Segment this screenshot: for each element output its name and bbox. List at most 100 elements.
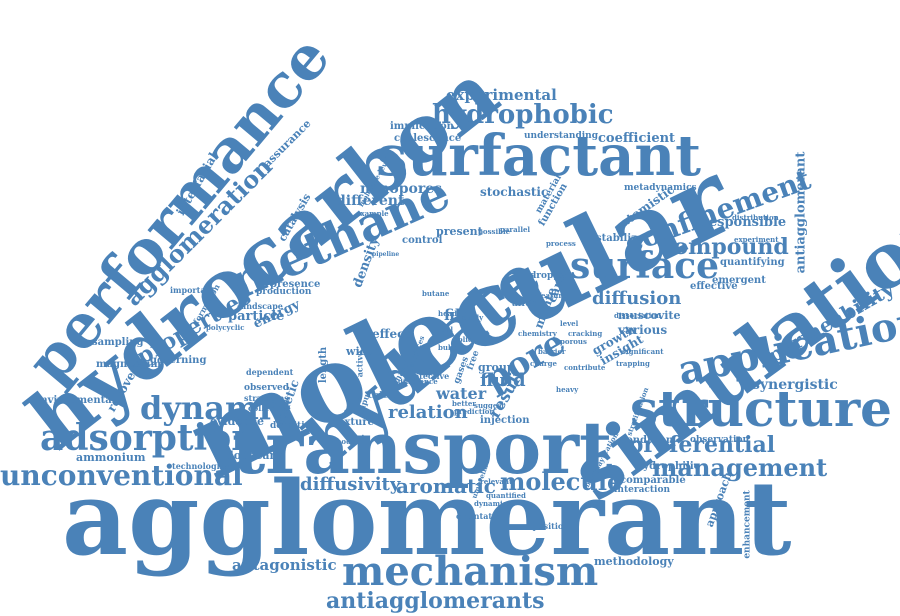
word: understanding	[524, 131, 598, 141]
word: different	[336, 193, 405, 209]
word: enhancement	[742, 490, 753, 559]
word: mechanism	[342, 548, 599, 595]
word: charge	[530, 359, 557, 368]
word: agglomerant	[62, 459, 792, 579]
word: experimental	[446, 86, 557, 104]
word: diffusion	[592, 288, 682, 309]
word: polycyclic	[206, 323, 245, 332]
word: protective	[404, 371, 450, 381]
word: management	[652, 453, 828, 482]
word: landscape	[238, 301, 283, 311]
word: prediction	[454, 407, 495, 416]
word: emergent	[712, 275, 766, 286]
word: film	[444, 306, 477, 324]
word: sampling	[92, 337, 144, 348]
word: chemistry	[518, 329, 557, 338]
word: contribute	[564, 363, 606, 372]
word: surfactant	[376, 123, 701, 189]
word: synergistic	[752, 377, 838, 393]
word: muscovite	[618, 309, 681, 322]
word: dependent	[246, 367, 294, 377]
word: possible	[478, 227, 511, 236]
word: composition	[514, 521, 570, 531]
word: relevant	[480, 477, 513, 486]
word: porous	[560, 337, 587, 346]
word: tail	[440, 325, 454, 334]
word: magnesium	[96, 359, 161, 370]
word: strategies	[244, 393, 289, 403]
word: nanopores	[360, 181, 443, 197]
word: level	[560, 319, 579, 328]
word: quantifying	[720, 257, 785, 268]
word: trapping	[616, 359, 650, 368]
word: suggest	[474, 401, 505, 410]
word: particle	[228, 309, 285, 324]
word: model	[334, 437, 359, 446]
word: comparable	[620, 475, 686, 486]
word: methodology	[594, 555, 674, 568]
word: group	[478, 361, 515, 374]
word: observation	[690, 435, 750, 445]
word: significant	[622, 347, 664, 356]
word: effective	[690, 281, 738, 292]
word: feature	[538, 291, 567, 300]
word: distribution	[732, 213, 779, 222]
word: head	[438, 309, 457, 318]
word: present	[436, 225, 483, 238]
word: technologies	[172, 461, 230, 471]
word: condition	[620, 435, 674, 446]
word: stochastic	[480, 185, 549, 199]
word: bubble	[438, 343, 465, 352]
word: metadynamics	[624, 183, 697, 193]
word: presence	[270, 279, 321, 290]
word: compound	[660, 234, 789, 260]
word: various	[618, 323, 668, 337]
word: dodecane	[226, 449, 285, 462]
word: governing	[150, 355, 207, 366]
word: stabilize	[596, 233, 644, 244]
word: study	[462, 313, 484, 322]
word: evidence	[210, 415, 264, 428]
word: solid	[454, 335, 473, 344]
word: responsible	[702, 215, 787, 230]
word: structure	[630, 379, 892, 438]
word: preferential	[628, 432, 776, 458]
word: orientation	[456, 511, 507, 521]
word: injection	[480, 415, 530, 426]
word: aromatic	[396, 474, 496, 498]
word: control	[402, 235, 443, 246]
word: process	[546, 239, 576, 248]
word: active	[354, 350, 365, 378]
word: butane	[422, 289, 450, 298]
word: dynamics	[474, 499, 511, 508]
word: antagonistic	[232, 556, 337, 574]
word: dynamic	[140, 389, 291, 427]
word: environmental	[34, 395, 116, 406]
word: densities	[270, 421, 316, 431]
word: coalescence	[394, 133, 462, 144]
word: heavy	[556, 385, 579, 394]
word: observed	[244, 383, 290, 393]
word: affect	[512, 299, 541, 309]
word: length	[318, 346, 330, 384]
word: relation	[388, 402, 468, 423]
word: interaction	[614, 485, 671, 495]
word: effect	[372, 327, 410, 341]
word: pipeline	[372, 251, 400, 258]
word: cracking	[568, 329, 603, 338]
word: dissociation	[614, 311, 662, 320]
word: calcite	[368, 391, 402, 401]
word: important	[170, 285, 216, 295]
word: barrier	[538, 347, 566, 356]
word: difference	[398, 377, 438, 386]
word: experiment	[734, 235, 779, 244]
word: molecule	[500, 467, 623, 496]
word: water	[436, 384, 487, 403]
word: unconventional	[0, 459, 243, 492]
word: adsorption	[40, 417, 258, 459]
word: example	[356, 209, 389, 218]
word: parallel	[500, 225, 531, 234]
word: implication	[390, 121, 454, 132]
word: diffusivity	[300, 474, 401, 495]
